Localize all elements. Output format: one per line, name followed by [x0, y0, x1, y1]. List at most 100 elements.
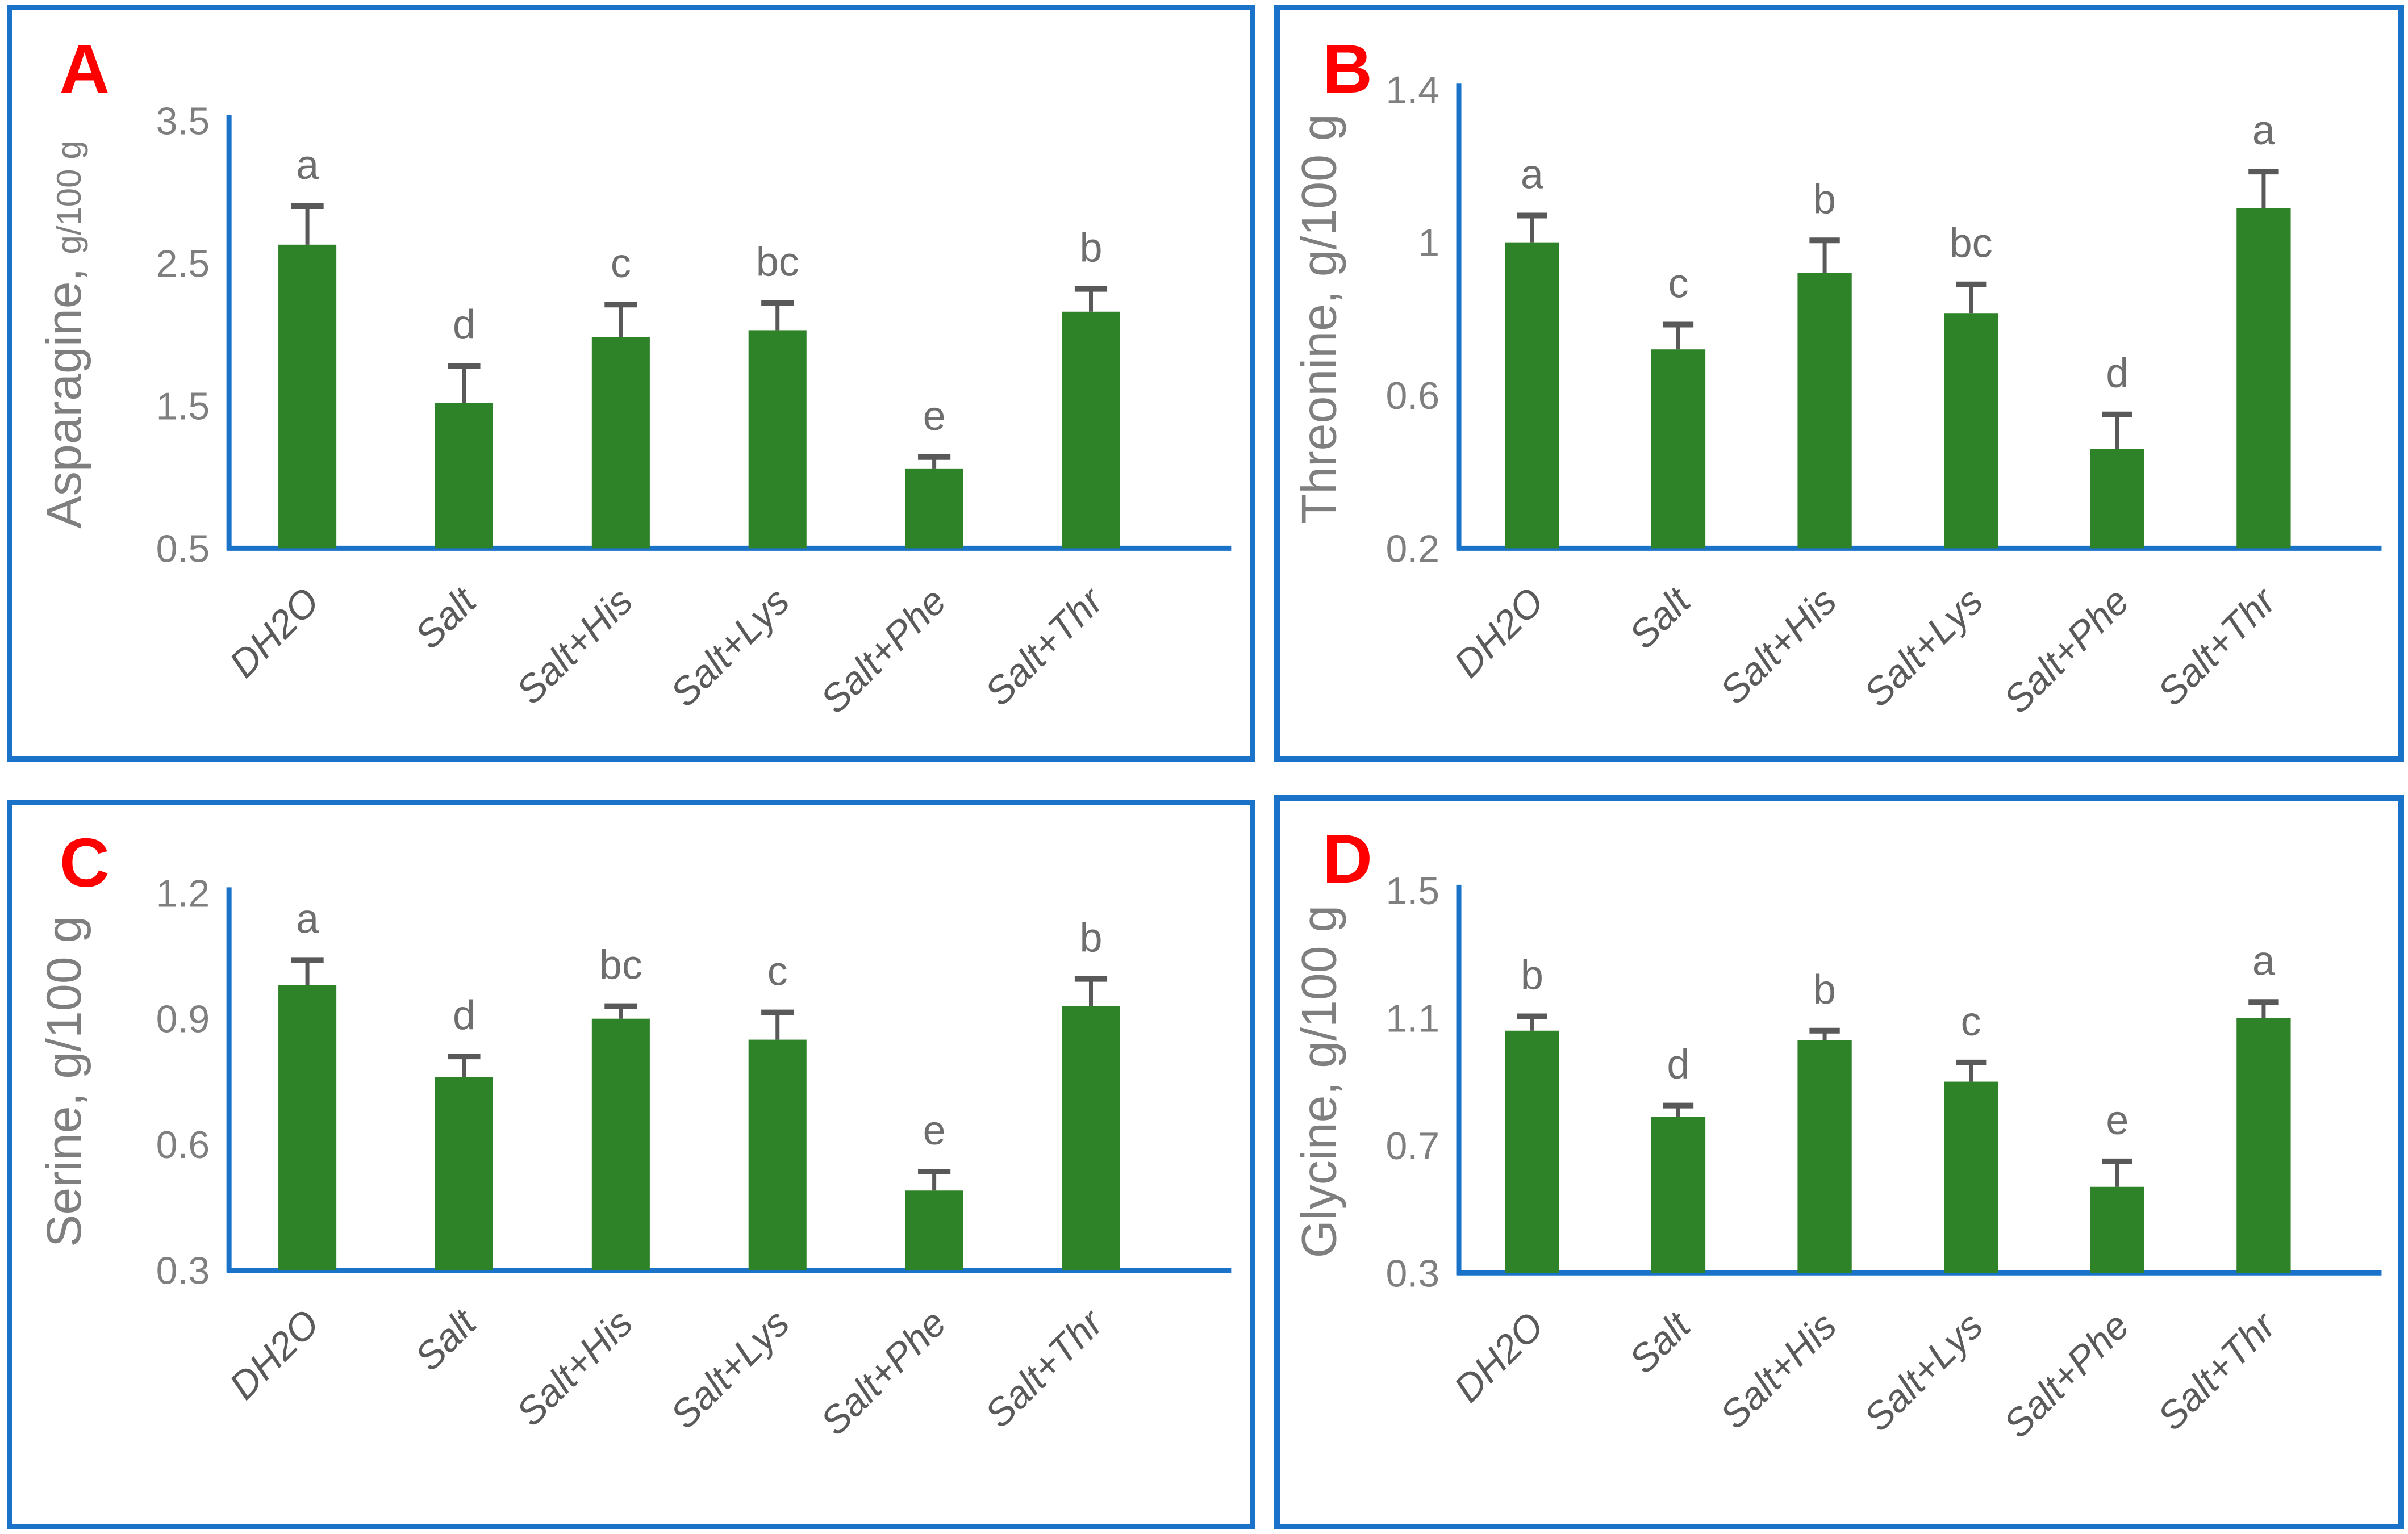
x-tick-label: Salt+His [508, 1301, 641, 1434]
threonine-bar-chart: 1.4 1 0.6 0.2 Threonine, g/100 g a DH2O c Salt b S… [1292, 68, 2382, 721]
significance-letter: d [453, 302, 475, 348]
y-axis-title: Serine, g/100 g [37, 916, 91, 1247]
significance-letter: b [1079, 225, 1102, 271]
significance-letter: c [767, 949, 788, 994]
x-tick-label: DH2O [1446, 1304, 1552, 1410]
x-tick-label: Salt+Lys [662, 579, 798, 715]
significance-letter: bc [1950, 221, 1993, 266]
significance-letter: e [923, 1108, 946, 1153]
asparagine-bar-chart: 3.5 2.5 1.5 0.5 Asparagine, g/100 g a DH2O d Sal… [37, 99, 1232, 721]
y-axis-title: Asparagine, g/100 g [37, 140, 91, 528]
bar-salt+phe [905, 468, 963, 549]
x-tick-label: Salt+Phe [812, 579, 954, 721]
x-tick-label: Salt+Lys [1856, 579, 1992, 715]
panel-b-threonine: B 1.4 1 0.6 0.2 Threonine, g/100 g a DH2O c Salt… [1274, 5, 2404, 762]
significance-letter: d [1667, 1042, 1689, 1088]
bar-salt+lys [1944, 313, 1998, 549]
bar-dh2o [1505, 242, 1559, 549]
significance-letter: c [1668, 261, 1688, 306]
x-tick-label: Salt [1621, 578, 1700, 657]
x-tick-label: Salt+His [1712, 579, 1845, 712]
bar-dh2o [278, 985, 337, 1270]
bar-salt+thr [1062, 1006, 1120, 1270]
y-axis-title: Threonine, g/100 g [1292, 114, 1346, 524]
bar-salt+phe [2090, 1186, 2144, 1273]
x-tick-label: DH2O [221, 1301, 327, 1407]
bar-salt [1651, 349, 1706, 549]
bar-salt+his [1797, 1040, 1852, 1273]
bar-salt+his [591, 337, 650, 549]
significance-letter: a [2252, 108, 2276, 153]
bar-salt+lys [1944, 1081, 1998, 1273]
significance-letter: bc [756, 240, 799, 285]
y-tick-label: 0.7 [1386, 1125, 1440, 1168]
bar-salt+phe [2090, 449, 2144, 549]
significance-letter: b [1079, 916, 1102, 961]
significance-letter: bc [599, 943, 642, 988]
x-tick-label: Salt [407, 1300, 486, 1379]
bar-salt+lys [748, 1039, 807, 1270]
x-tick-label: Salt+His [508, 579, 641, 712]
x-tick-label: Salt [407, 578, 486, 657]
y-tick-label: 1.5 [156, 384, 210, 428]
bar-salt+thr [1062, 311, 1120, 549]
y-tick-label: 2.5 [156, 242, 210, 285]
y-tick-label: 0.6 [156, 1123, 210, 1167]
significance-letter: b [1813, 177, 1836, 222]
significance-letter: e [2106, 1098, 2129, 1143]
y-tick-label: 1.2 [156, 872, 210, 915]
significance-letter: c [1961, 999, 1981, 1044]
significance-letter: d [2106, 351, 2129, 396]
bar-salt [1651, 1117, 1706, 1273]
y-tick-label: 1.4 [1386, 68, 1440, 111]
bar-dh2o [1505, 1030, 1559, 1273]
bar-dh2o [278, 244, 337, 549]
y-tick-label: 3.5 [156, 99, 210, 143]
panel-letter-b: B [1322, 30, 1372, 108]
bar-salt+thr [2236, 208, 2291, 549]
x-tick-label: Salt+Lys [1856, 1304, 1992, 1440]
y-tick-label: 0.2 [1386, 527, 1440, 570]
panel-c-serine: C 1.2 0.9 0.6 0.3 Serine, g/100 g a DH2O d Salt b… [7, 800, 1255, 1529]
bar-salt+his [591, 1018, 650, 1270]
y-tick-label: 1.5 [1386, 870, 1440, 913]
significance-letter: b [1521, 953, 1543, 998]
x-tick-label: Salt [1621, 1303, 1700, 1382]
x-tick-label: DH2O [221, 579, 327, 686]
significance-letter: e [923, 394, 946, 439]
x-tick-label: Salt+Phe [1996, 1304, 2138, 1446]
x-tick-label: Salt+Lys [662, 1301, 798, 1437]
y-tick-label: 0.5 [156, 527, 210, 570]
y-tick-label: 1 [1418, 221, 1439, 265]
y-tick-label: 0.3 [156, 1249, 210, 1292]
y-tick-label: 1.1 [1386, 997, 1440, 1040]
bar-salt [435, 403, 494, 549]
significance-letter: a [296, 143, 319, 188]
y-axis-title: Glycine, g/100 g [1292, 905, 1346, 1258]
significance-letter: a [296, 896, 319, 942]
significance-letter: c [611, 241, 631, 286]
significance-letter: b [1813, 967, 1836, 1013]
panel-letter-c: C [59, 824, 110, 902]
glycine-bar-chart: 1.5 1.1 0.7 0.3 Glycine, g/100 g b DH2O d Salt b S… [1292, 870, 2382, 1446]
bar-salt [435, 1077, 494, 1270]
x-tick-label: Salt+Thr [2150, 579, 2285, 714]
x-tick-label: DH2O [1446, 579, 1552, 686]
panel-letter-d: D [1322, 820, 1372, 897]
significance-letter: d [453, 993, 475, 1038]
bar-salt+his [1797, 273, 1852, 549]
bar-salt+phe [905, 1190, 963, 1270]
x-tick-label: Salt+Phe [812, 1301, 954, 1443]
panel-letter-a: A [59, 30, 110, 108]
x-tick-label: Salt+Phe [1996, 579, 2138, 721]
bar-salt+thr [2236, 1018, 2291, 1273]
y-tick-label: 0.9 [156, 998, 210, 1041]
significance-letter: a [2252, 938, 2276, 984]
x-tick-label: Salt+Thr [976, 1301, 1112, 1436]
bar-salt+lys [748, 330, 807, 549]
x-tick-label: Salt+Thr [976, 579, 1112, 714]
panel-a-asparagine: A 3.5 2.5 1.5 0.5 Asparagine, g/100 g a DH2O d S… [7, 5, 1255, 762]
y-tick-label: 0.6 [1386, 374, 1440, 417]
